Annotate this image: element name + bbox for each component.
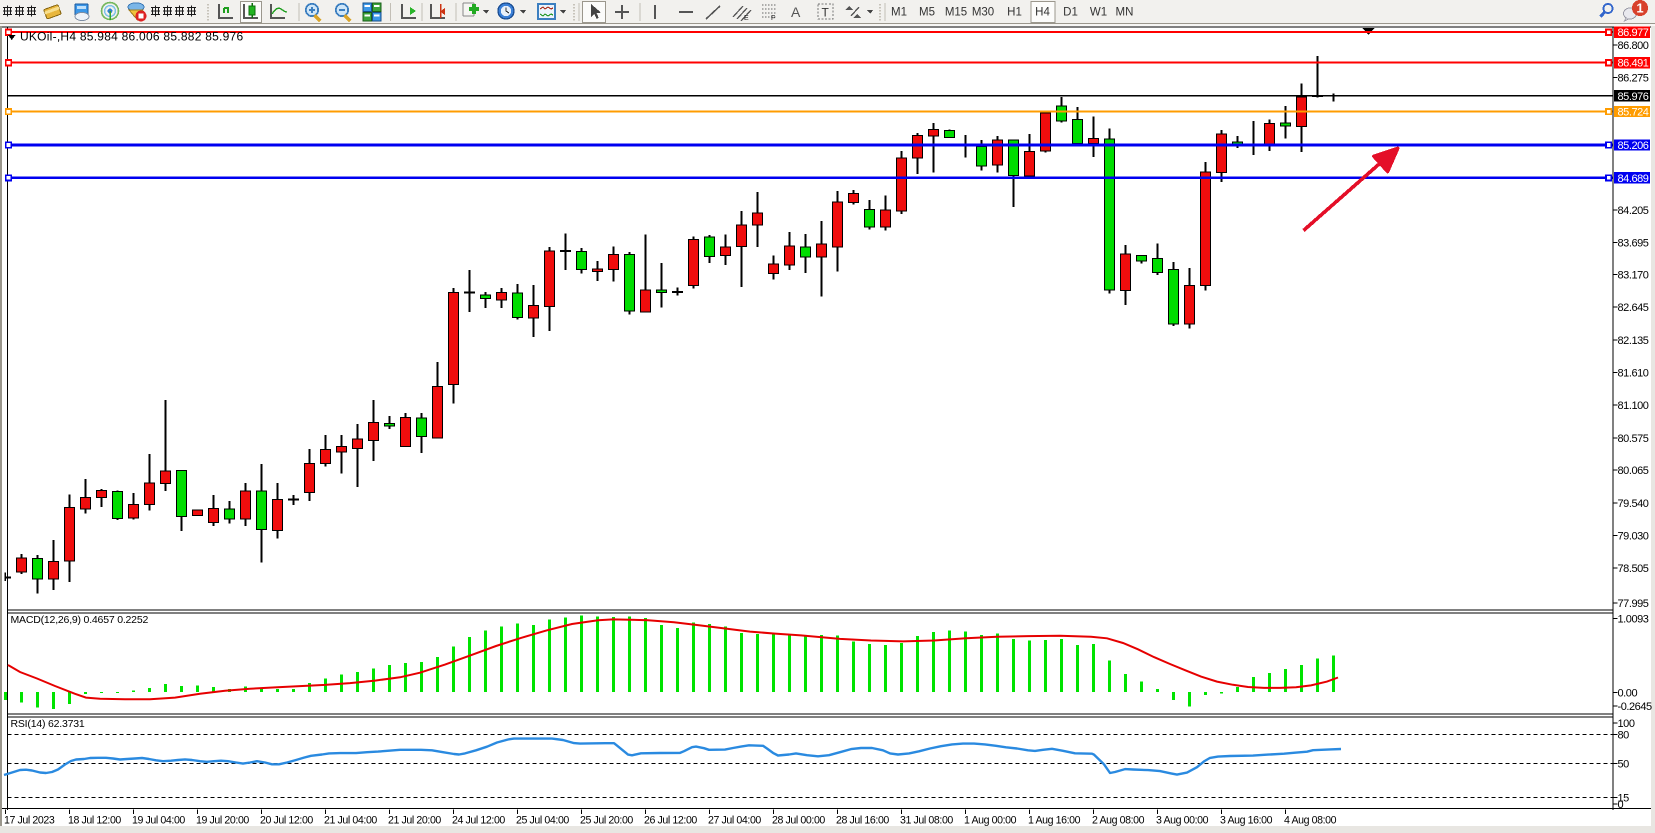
svg-text:84.205: 84.205 xyxy=(1618,205,1649,217)
svg-text:86.275: 86.275 xyxy=(1618,73,1649,85)
svg-text:T: T xyxy=(822,6,830,20)
svg-text:-0.2645: -0.2645 xyxy=(1618,701,1652,713)
svg-text:F: F xyxy=(771,15,775,22)
svg-text:W1: W1 xyxy=(1090,7,1107,19)
svg-text:82.135: 82.135 xyxy=(1618,335,1649,347)
svg-text:19 Jul 04:00: 19 Jul 04:00 xyxy=(132,815,185,827)
svg-text:3 Aug 00:00: 3 Aug 00:00 xyxy=(1156,815,1209,827)
svg-text:26 Jul 12:00: 26 Jul 12:00 xyxy=(644,815,697,827)
svg-text:77.995: 77.995 xyxy=(1618,598,1649,610)
svg-text:79.030: 79.030 xyxy=(1618,531,1649,543)
svg-text:79.540: 79.540 xyxy=(1618,498,1649,510)
svg-text:A: A xyxy=(791,4,801,20)
svg-text:1.0093: 1.0093 xyxy=(1618,614,1649,626)
svg-text:85.976: 85.976 xyxy=(1618,91,1649,103)
svg-text:1: 1 xyxy=(1636,1,1643,16)
svg-text:E: E xyxy=(744,15,749,22)
svg-text:21 Jul 04:00: 21 Jul 04:00 xyxy=(324,815,377,827)
svg-text:25 Jul 20:00: 25 Jul 20:00 xyxy=(580,815,633,827)
svg-text:19 Jul 20:00: 19 Jul 20:00 xyxy=(196,815,249,827)
svg-text:80.575: 80.575 xyxy=(1618,433,1649,445)
svg-text:UKOil-,H4 85.984 86.006 85.88: UKOil-,H4 85.984 86.006 85.882 85.976 xyxy=(20,30,243,44)
svg-text:4 Aug 08:00: 4 Aug 08:00 xyxy=(1284,815,1337,827)
svg-text:78.505: 78.505 xyxy=(1618,563,1649,575)
svg-text:31 Jul 08:00: 31 Jul 08:00 xyxy=(900,815,953,827)
svg-text:15: 15 xyxy=(1618,793,1630,805)
svg-text:RSI(14) 62.3731: RSI(14) 62.3731 xyxy=(11,718,85,730)
svg-text:84.689: 84.689 xyxy=(1618,173,1649,185)
svg-text:82.645: 82.645 xyxy=(1618,302,1649,314)
svg-text:H1: H1 xyxy=(1007,7,1022,19)
svg-text:83.695: 83.695 xyxy=(1618,238,1649,250)
svg-text:25 Jul 04:00: 25 Jul 04:00 xyxy=(516,815,569,827)
svg-text:50: 50 xyxy=(1618,759,1630,771)
svg-text:0: 0 xyxy=(1618,799,1624,811)
svg-text:D1: D1 xyxy=(1063,7,1078,19)
svg-text:17 Jul 2023: 17 Jul 2023 xyxy=(4,815,55,827)
svg-text:86.977: 86.977 xyxy=(1618,27,1649,39)
svg-text:85.206: 85.206 xyxy=(1618,140,1649,152)
svg-text:1 Aug 00:00: 1 Aug 00:00 xyxy=(964,815,1017,827)
svg-text:21 Jul 20:00: 21 Jul 20:00 xyxy=(388,815,441,827)
svg-text:86.800: 86.800 xyxy=(1618,40,1649,52)
svg-text:24 Jul 12:00: 24 Jul 12:00 xyxy=(452,815,505,827)
svg-text:MN: MN xyxy=(1116,7,1134,19)
svg-text:M5: M5 xyxy=(919,7,935,19)
svg-text:3 Aug 16:00: 3 Aug 16:00 xyxy=(1220,815,1273,827)
svg-text:0.00: 0.00 xyxy=(1618,688,1638,700)
svg-text:MACD(12,26,9) 0.4657 0.2252: MACD(12,26,9) 0.4657 0.2252 xyxy=(11,614,149,626)
svg-text:100: 100 xyxy=(1618,718,1635,730)
svg-text:M30: M30 xyxy=(972,7,994,19)
svg-text:M1: M1 xyxy=(891,7,907,19)
svg-text:85.724: 85.724 xyxy=(1618,107,1649,119)
svg-text:81.610: 81.610 xyxy=(1618,368,1649,380)
svg-text:27 Jul 04:00: 27 Jul 04:00 xyxy=(708,815,761,827)
svg-text:81.100: 81.100 xyxy=(1618,400,1649,412)
svg-text:28 Jul 00:00: 28 Jul 00:00 xyxy=(772,815,825,827)
svg-text:20 Jul 12:00: 20 Jul 12:00 xyxy=(260,815,313,827)
svg-text:83.170: 83.170 xyxy=(1618,270,1649,282)
svg-text:80: 80 xyxy=(1618,730,1630,742)
svg-text:2 Aug 08:00: 2 Aug 08:00 xyxy=(1092,815,1145,827)
svg-text:1 Aug 16:00: 1 Aug 16:00 xyxy=(1028,815,1081,827)
svg-text:86.491: 86.491 xyxy=(1618,58,1649,70)
svg-text:H4: H4 xyxy=(1035,7,1050,19)
svg-text:18 Jul 12:00: 18 Jul 12:00 xyxy=(68,815,121,827)
svg-text:28 Jul 16:00: 28 Jul 16:00 xyxy=(836,815,889,827)
svg-text:M15: M15 xyxy=(945,7,967,19)
svg-text:80.065: 80.065 xyxy=(1618,465,1649,477)
